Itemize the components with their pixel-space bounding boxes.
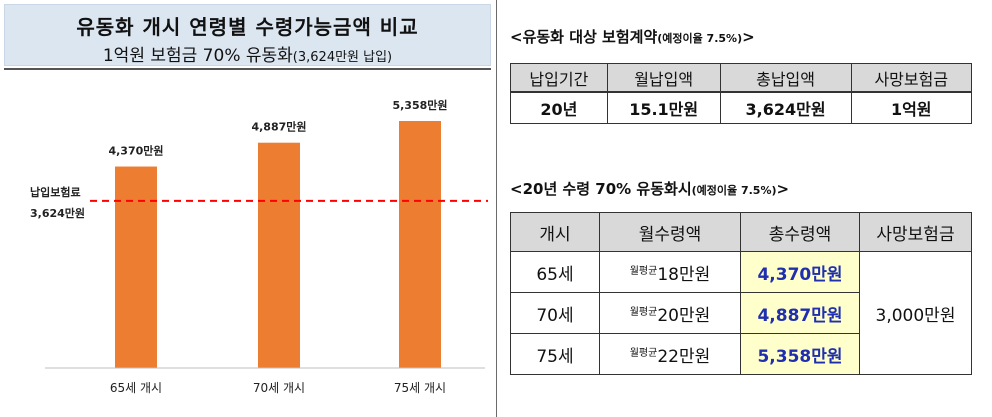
contract-table-row: 20년 15.1만원 3,624만원 1억원	[510, 91, 972, 124]
title-divider	[4, 68, 491, 70]
contract-table-header: 납입기간 월납입액 총납입액 사망보험금	[510, 63, 972, 93]
contract-cell-total: 3,624만원	[719, 91, 852, 124]
monthly-prefix: 월평균	[629, 347, 658, 359]
payout-header-cell: 개시	[510, 212, 600, 252]
payout-cell-start: 65세	[510, 251, 600, 293]
data-label-1: 4,370만원	[108, 144, 163, 158]
payout-table-row: 65세 월평균18만원 4,370만원 3,000만원	[510, 251, 972, 375]
contract-heading-close: >	[742, 28, 755, 46]
chart-panel: 유동화 개시 연령별 수령가능금액 비교 1억원 보험금 70% 유동화(3,6…	[4, 0, 497, 417]
payout-header-cell: 사망보험금	[859, 212, 972, 252]
monthly-value: 20만원	[657, 305, 711, 326]
payout-header-cell: 월수령액	[599, 212, 741, 252]
reference-line-value-label: 3,624만원	[30, 206, 85, 220]
payout-cell-start: 70세	[510, 292, 600, 334]
payout-cell-monthly: 월평균20만원	[599, 292, 741, 334]
contract-heading-text: <유동화 대상 보험계약	[510, 28, 658, 46]
data-label-3: 5,358만원	[392, 98, 447, 112]
chart-subtitle-note: (3,624만원 납입)	[292, 50, 393, 65]
payout-cell-monthly: 월평균18만원	[599, 251, 741, 293]
contract-header-cell: 사망보험금	[850, 63, 972, 93]
reference-line-label: 납입보험료	[30, 185, 81, 199]
bar-chart: 납입보험료 3,624만원 4,370만원 65세 개시 4,887만원 70세 개시…	[30, 98, 488, 395]
bars-layer	[115, 120, 441, 368]
contract-cell-monthly: 15.1만원	[606, 91, 721, 124]
x-tick-label-2: 70세 개시	[253, 381, 305, 395]
monthly-value: 22만원	[657, 346, 711, 367]
x-tick-label-3: 75세 개시	[394, 381, 446, 395]
monthly-value: 18만원	[657, 264, 711, 285]
payout-table: 개시 월수령액 총수령액 사망보험금 65세 월평균18만원 4,370만원 3…	[510, 212, 972, 375]
chart-subtitle-main: 1억원 보험금 70% 유동화	[102, 46, 293, 66]
payout-heading-text: <20년 수령 70% 유동화시	[510, 180, 692, 198]
bar-3	[399, 120, 441, 368]
bar-1	[115, 166, 157, 368]
x-tick-label-1: 65세 개시	[110, 381, 162, 395]
payout-cell-death-benefit: 3,000만원	[859, 251, 972, 375]
contract-cell-period: 20년	[510, 91, 608, 124]
payout-header-cell: 총수령액	[740, 212, 860, 252]
payout-cell-total: 4,887만원	[740, 292, 860, 334]
contract-heading: <유동화 대상 보험계약(예정이율 7.5%)>	[510, 26, 755, 47]
payout-table-row: 70세 월평균20만원 4,887만원	[510, 292, 972, 334]
payout-cell-start: 75세	[510, 333, 600, 375]
payout-cell-monthly: 월평균22만원	[599, 333, 741, 375]
monthly-prefix: 월평균	[629, 265, 658, 277]
payout-heading-close: >	[776, 180, 790, 198]
contract-table: 납입기간 월납입액 총납입액 사망보험금 20년 15.1만원 3,624만원 …	[510, 63, 972, 124]
payout-table-row: 75세 월평균22만원 5,358만원	[510, 333, 972, 375]
bar-2	[258, 142, 300, 368]
chart-subtitle: 1억원 보험금 70% 유동화(3,624만원 납입)	[5, 41, 490, 66]
monthly-prefix: 월평균	[629, 306, 658, 318]
data-label-2: 4,887만원	[251, 120, 306, 134]
payout-heading: <20년 수령 70% 유동화시(예정이율 7.5%)>	[510, 178, 789, 199]
labels-layer: 4,370만원 65세 개시 4,887만원 70세 개시 5,358만원 75세 개시	[108, 98, 447, 395]
payout-heading-note: (예정이율 7.5%)	[691, 184, 777, 197]
contract-header-cell: 총납입액	[719, 63, 852, 93]
payout-table-header: 개시 월수령액 총수령액 사망보험금	[510, 212, 972, 252]
contract-header-cell: 월납입액	[606, 63, 721, 93]
chart-title: 유동화 개시 연령별 수령가능금액 비교	[76, 15, 419, 39]
chart-title-box: 유동화 개시 연령별 수령가능금액 비교 1억원 보험금 70% 유동화(3,6…	[4, 4, 491, 66]
contract-heading-note: (예정이율 7.5%)	[657, 32, 743, 45]
payout-cell-total: 4,370만원	[740, 251, 860, 293]
contract-cell-death-benefit: 1억원	[850, 91, 972, 124]
contract-header-cell: 납입기간	[510, 63, 608, 93]
payout-cell-total: 5,358만원	[740, 333, 860, 375]
